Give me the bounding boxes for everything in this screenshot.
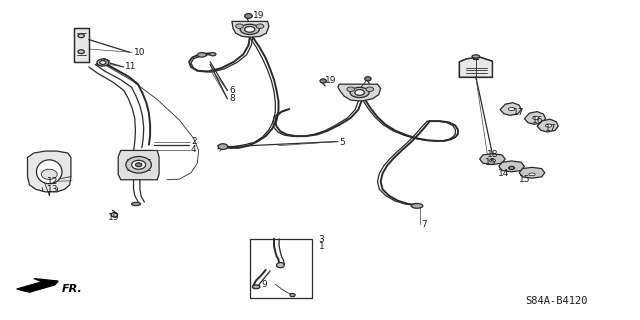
Polygon shape bbox=[500, 103, 521, 116]
Ellipse shape bbox=[100, 60, 106, 64]
Ellipse shape bbox=[240, 24, 259, 35]
Text: 10: 10 bbox=[134, 48, 145, 57]
Polygon shape bbox=[519, 167, 545, 178]
Ellipse shape bbox=[136, 163, 142, 167]
Text: 1: 1 bbox=[319, 242, 324, 251]
Text: 16: 16 bbox=[532, 116, 543, 125]
Ellipse shape bbox=[41, 169, 57, 180]
Ellipse shape bbox=[508, 108, 515, 111]
Ellipse shape bbox=[472, 55, 479, 58]
Polygon shape bbox=[499, 161, 524, 172]
Ellipse shape bbox=[244, 27, 255, 32]
Ellipse shape bbox=[252, 285, 260, 289]
Ellipse shape bbox=[320, 79, 326, 83]
Polygon shape bbox=[524, 112, 545, 124]
Ellipse shape bbox=[111, 212, 118, 217]
Text: 12: 12 bbox=[47, 177, 58, 186]
Polygon shape bbox=[479, 154, 505, 164]
Text: 8: 8 bbox=[229, 94, 235, 103]
Ellipse shape bbox=[78, 34, 84, 38]
Ellipse shape bbox=[126, 156, 152, 173]
Ellipse shape bbox=[209, 52, 216, 56]
Polygon shape bbox=[17, 278, 58, 292]
Text: 11: 11 bbox=[125, 62, 137, 71]
Ellipse shape bbox=[347, 87, 355, 92]
Ellipse shape bbox=[350, 87, 369, 98]
Text: S84A-B4120: S84A-B4120 bbox=[525, 296, 588, 306]
Polygon shape bbox=[338, 84, 381, 101]
Ellipse shape bbox=[197, 52, 206, 57]
Ellipse shape bbox=[365, 77, 371, 81]
Ellipse shape bbox=[256, 24, 264, 28]
Polygon shape bbox=[118, 150, 159, 180]
Ellipse shape bbox=[366, 87, 374, 92]
Ellipse shape bbox=[532, 116, 539, 120]
Text: 4: 4 bbox=[191, 145, 196, 154]
Text: 3: 3 bbox=[319, 235, 324, 244]
Ellipse shape bbox=[132, 202, 141, 205]
Text: 2: 2 bbox=[191, 137, 196, 146]
Text: 19: 19 bbox=[253, 12, 264, 20]
Polygon shape bbox=[537, 119, 558, 132]
Ellipse shape bbox=[509, 166, 514, 170]
Ellipse shape bbox=[244, 13, 252, 18]
Ellipse shape bbox=[290, 293, 295, 297]
Text: 18: 18 bbox=[487, 150, 499, 159]
Text: 5: 5 bbox=[339, 138, 345, 147]
Polygon shape bbox=[97, 59, 109, 66]
Ellipse shape bbox=[132, 160, 146, 169]
Text: 9: 9 bbox=[261, 280, 267, 289]
Text: 15: 15 bbox=[519, 175, 531, 184]
Text: 15: 15 bbox=[484, 158, 496, 167]
Ellipse shape bbox=[412, 204, 423, 208]
Text: FR.: FR. bbox=[61, 284, 82, 294]
Ellipse shape bbox=[508, 167, 515, 169]
Text: 7: 7 bbox=[421, 220, 427, 229]
Ellipse shape bbox=[276, 263, 284, 268]
Ellipse shape bbox=[545, 124, 552, 127]
Bar bbox=[250, 239, 312, 298]
Text: 19: 19 bbox=[325, 76, 337, 85]
Polygon shape bbox=[232, 21, 269, 37]
Ellipse shape bbox=[489, 159, 495, 162]
Polygon shape bbox=[74, 28, 89, 62]
Text: 19: 19 bbox=[108, 213, 120, 222]
Text: 17: 17 bbox=[513, 108, 524, 117]
Text: 14: 14 bbox=[497, 169, 509, 178]
Ellipse shape bbox=[97, 59, 109, 66]
Ellipse shape bbox=[36, 160, 62, 184]
Ellipse shape bbox=[218, 144, 228, 149]
Ellipse shape bbox=[236, 24, 243, 28]
Polygon shape bbox=[28, 151, 71, 192]
Text: 13: 13 bbox=[47, 185, 58, 194]
Ellipse shape bbox=[529, 173, 535, 176]
Ellipse shape bbox=[355, 90, 364, 95]
Ellipse shape bbox=[78, 50, 84, 53]
Text: 17: 17 bbox=[545, 124, 556, 133]
Polygon shape bbox=[460, 57, 492, 77]
Text: 6: 6 bbox=[229, 86, 235, 95]
